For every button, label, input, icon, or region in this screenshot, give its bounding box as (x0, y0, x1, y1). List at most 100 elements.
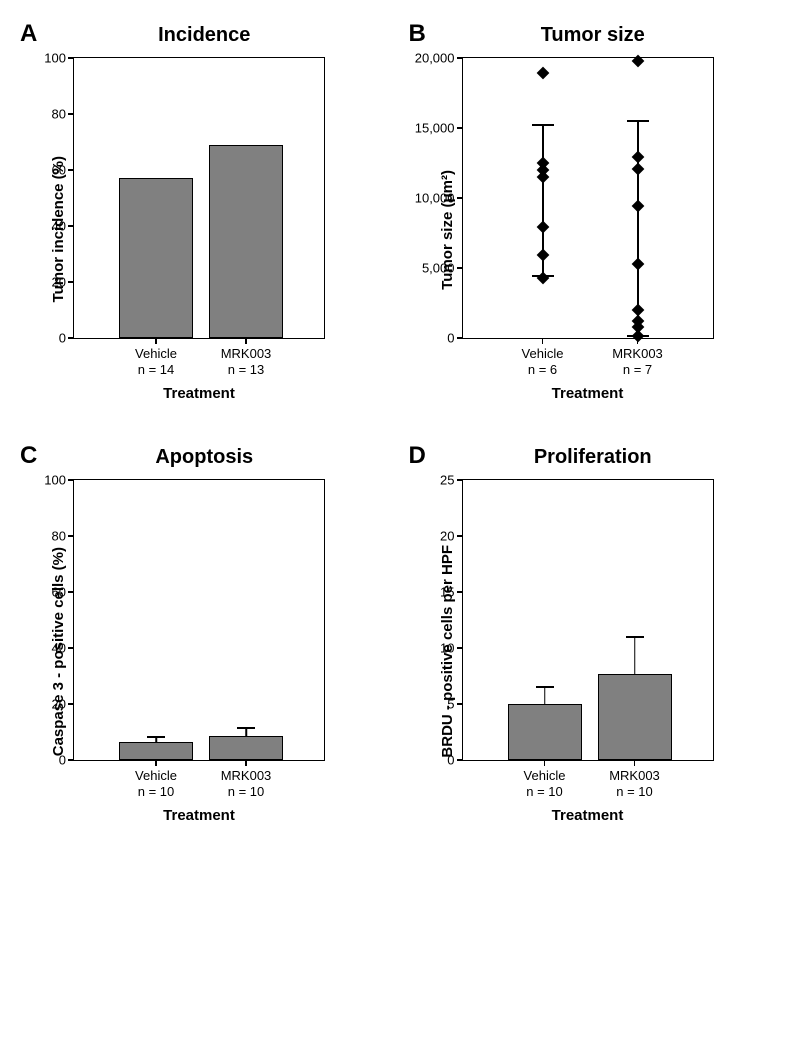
x-tick-label: Vehiclen = 10 (135, 768, 177, 799)
data-point (631, 257, 644, 270)
error-bar (634, 637, 636, 674)
y-tick-label: 10 (440, 641, 454, 656)
plot-area: 020406080100Vehiclen = 14MRK003n = 13 (73, 57, 325, 339)
data-point (536, 67, 549, 80)
y-tick (68, 703, 74, 705)
y-tick-label: 0 (447, 331, 454, 346)
data-point (536, 249, 549, 262)
y-tick-label: 100 (44, 473, 66, 488)
error-bar (245, 728, 247, 736)
y-tick (68, 169, 74, 171)
y-tick (68, 535, 74, 537)
panel-title: Incidence (20, 24, 389, 47)
x-tick (155, 760, 157, 766)
x-tick-label: Vehiclen = 6 (522, 346, 564, 377)
x-axis-label: Treatment (163, 807, 235, 824)
range-cap (532, 124, 554, 126)
panel: AIncidenceTumor incidence (%)02040608010… (20, 20, 389, 402)
y-tick (457, 535, 463, 537)
x-tick (542, 338, 544, 344)
x-tick (155, 338, 157, 344)
y-tick (457, 703, 463, 705)
data-point (631, 200, 644, 213)
data-point (631, 304, 644, 317)
chart-wrap: BRDU - positive cells per HPF0510152025V… (439, 479, 778, 824)
error-cap (147, 736, 165, 738)
panel: DProliferationBRDU - positive cells per … (409, 442, 778, 824)
x-axis-label: Treatment (552, 807, 624, 824)
y-tick (457, 479, 463, 481)
y-tick (457, 591, 463, 593)
x-tick (637, 338, 639, 344)
data-point (536, 221, 549, 234)
y-tick (68, 225, 74, 227)
bar (209, 736, 283, 760)
y-tick-label: 60 (52, 163, 66, 178)
data-point (631, 151, 644, 164)
panel: BTumor sizeTumor size (μm²)05,00010,0001… (409, 20, 778, 402)
y-tick-label: 80 (52, 529, 66, 544)
y-tick (68, 479, 74, 481)
y-tick-label: 15 (440, 585, 454, 600)
plot-column: 05,00010,00015,00020,000Vehiclen = 6MRK0… (462, 57, 714, 402)
bar (119, 178, 193, 338)
error-bar (544, 687, 546, 704)
x-tick-label: MRK003n = 10 (221, 768, 272, 799)
x-tick (245, 338, 247, 344)
y-tick-label: 20 (52, 275, 66, 290)
y-tick-label: 5,000 (422, 261, 455, 276)
plot-column: 0510152025Vehiclen = 10MRK003n = 10 Treat… (462, 479, 714, 824)
panel-letter: A (20, 20, 37, 48)
error-cap (237, 727, 255, 729)
y-tick (457, 127, 463, 129)
y-tick-label: 20 (52, 697, 66, 712)
bar (598, 674, 672, 760)
x-tick (245, 760, 247, 766)
y-tick-label: 0 (447, 753, 454, 768)
y-tick-label: 80 (52, 107, 66, 122)
y-tick-label: 0 (59, 331, 66, 346)
plot-area: 020406080100Vehiclen = 10MRK003n = 10 (73, 479, 325, 761)
range-cap (627, 120, 649, 122)
panel-letter: C (20, 442, 37, 470)
y-tick-label: 20,000 (415, 51, 455, 66)
panel-letter: B (409, 20, 426, 48)
y-tick-label: 40 (52, 641, 66, 656)
y-tick (68, 759, 74, 761)
bar (209, 145, 283, 338)
y-tick (68, 337, 74, 339)
data-point (631, 54, 644, 67)
y-tick (68, 281, 74, 283)
y-tick (68, 591, 74, 593)
chart-wrap: Tumor size (μm²)05,00010,00015,00020,000… (439, 57, 778, 402)
y-tick (457, 197, 463, 199)
plot-area: 05,00010,00015,00020,000Vehiclen = 6MRK0… (462, 57, 714, 339)
y-tick (457, 57, 463, 59)
panel: CApoptosisCaspase 3 - positive cells (%)… (20, 442, 389, 824)
y-tick (457, 647, 463, 649)
x-tick-label: MRK003n = 7 (612, 346, 663, 377)
data-point (536, 271, 549, 284)
error-cap (536, 686, 554, 688)
y-tick (457, 337, 463, 339)
panel-letter: D (409, 442, 426, 470)
bar (119, 742, 193, 760)
x-tick (544, 760, 546, 766)
plot-area: 0510152025Vehiclen = 10MRK003n = 10 (462, 479, 714, 761)
y-tick-label: 10,000 (415, 191, 455, 206)
x-axis-label: Treatment (163, 385, 235, 402)
x-tick-label: MRK003n = 10 (609, 768, 660, 799)
y-tick-label: 15,000 (415, 121, 455, 136)
chart-wrap: Caspase 3 - positive cells (%)0204060801… (50, 479, 389, 824)
x-tick (634, 760, 636, 766)
y-tick-label: 0 (59, 753, 66, 768)
plot-column: 020406080100Vehiclen = 14MRK003n = 13 Tre… (73, 57, 325, 402)
y-tick-label: 100 (44, 51, 66, 66)
y-tick-label: 25 (440, 473, 454, 488)
x-axis-label: Treatment (552, 385, 624, 402)
y-tick (68, 113, 74, 115)
error-cap (626, 636, 644, 638)
figure-grid: AIncidenceTumor incidence (%)02040608010… (20, 20, 777, 824)
data-point (631, 162, 644, 175)
y-tick-label: 40 (52, 219, 66, 234)
